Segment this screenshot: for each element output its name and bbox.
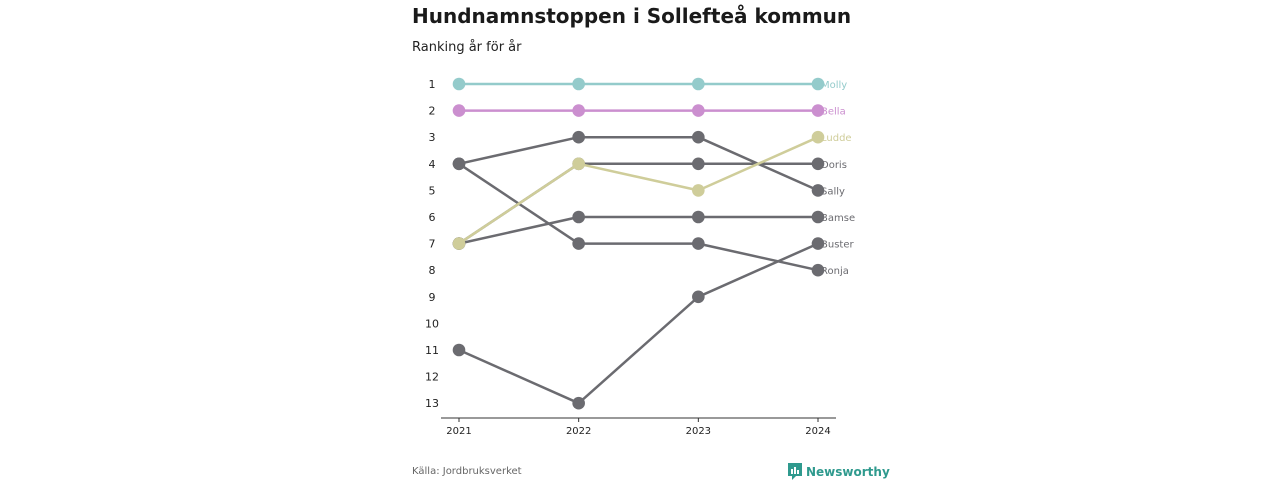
- x-tick-label: 2023: [686, 426, 711, 437]
- data-point: [692, 104, 705, 117]
- y-tick-label: 6: [429, 211, 436, 224]
- chart-title: Hundnamnstoppen i Sollefteå kommun: [412, 4, 852, 28]
- series-label: Ronja: [821, 266, 849, 277]
- y-tick-label: 9: [429, 291, 436, 304]
- data-point: [811, 184, 825, 197]
- x-tick-label: 2021: [446, 426, 471, 437]
- data-point: [572, 130, 585, 144]
- brand-logo[interactable]: Newsworthy: [788, 463, 890, 481]
- data-point: [452, 104, 466, 117]
- y-tick-label: 10: [425, 317, 439, 330]
- y-tick-label: 11: [425, 344, 439, 357]
- series-label: Doris: [821, 160, 847, 171]
- data-point: [692, 237, 705, 250]
- y-tick-label: 5: [429, 184, 436, 197]
- data-point: [572, 210, 585, 224]
- data-point: [692, 157, 705, 171]
- data-point: [811, 130, 825, 144]
- series-label: Buster: [821, 240, 854, 251]
- y-tick-label: 2: [429, 105, 436, 118]
- series-label: Bella: [821, 107, 846, 118]
- series-label: Ludde: [821, 133, 852, 144]
- data-point: [452, 237, 466, 250]
- data-point: [811, 157, 825, 171]
- series-label: Bamse: [821, 213, 855, 224]
- series-line: [458, 242, 819, 405]
- y-tick-label: 1: [429, 78, 436, 91]
- y-tick-label: 7: [429, 238, 436, 251]
- brand-name: Newsworthy: [806, 465, 890, 479]
- data-point: [692, 77, 705, 91]
- data-point: [692, 130, 705, 144]
- x-tick-label: 2024: [805, 426, 830, 437]
- data-point: [572, 157, 585, 171]
- data-point: [452, 157, 466, 171]
- y-tick-label: 13: [425, 397, 439, 410]
- y-tick-label: 12: [425, 371, 439, 384]
- series-line: [458, 215, 818, 245]
- data-point: [692, 290, 705, 304]
- data-point: [692, 184, 705, 197]
- data-point: [572, 77, 585, 91]
- y-tick-label: 8: [429, 264, 436, 277]
- data-point: [811, 104, 825, 117]
- x-tick-label: 2022: [566, 426, 591, 437]
- data-point: [811, 77, 825, 91]
- data-point: [811, 237, 825, 250]
- data-point: [572, 396, 585, 410]
- source-note: Källa: Jordbruksverket: [412, 466, 522, 477]
- data-point: [811, 263, 825, 277]
- y-tick-label: 4: [429, 158, 436, 171]
- data-point: [452, 343, 466, 357]
- chart-subtitle: Ranking år för år: [412, 40, 522, 55]
- data-point: [452, 77, 466, 91]
- data-point: [811, 210, 825, 224]
- data-point: [572, 237, 585, 250]
- series-line: [458, 136, 819, 245]
- newsworthy-icon: [788, 463, 802, 480]
- data-point: [572, 104, 585, 117]
- y-tick-label: 3: [429, 131, 436, 144]
- series-label: Molly: [821, 80, 847, 91]
- data-point: [692, 210, 705, 224]
- series-label: Sally: [821, 186, 845, 197]
